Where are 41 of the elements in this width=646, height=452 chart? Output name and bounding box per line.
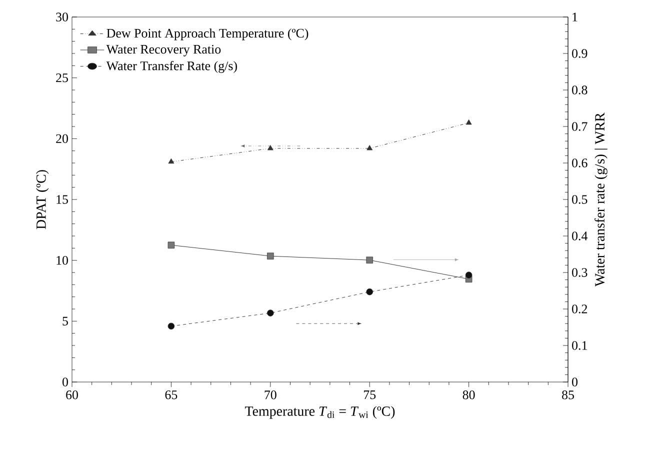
y2-tick-label: 0 (572, 378, 578, 386)
legend-label: Water Recovery Ratio (106, 44, 221, 56)
y2-tick-label: 0.5 (572, 195, 588, 204)
y-tick-label: 0 (62, 378, 68, 386)
y-tick-label: 25 (56, 73, 68, 82)
x-tick-label: 65 (165, 390, 178, 400)
y-tick-label: 15 (56, 195, 68, 204)
point (168, 322, 175, 330)
point (168, 242, 175, 249)
point (267, 252, 274, 260)
y2-tick-label: 0.4 (572, 232, 588, 240)
x-tick-label: 70 (264, 390, 276, 400)
y2-tick-label: 0.6 (572, 158, 588, 168)
y-axis-title: DPAT (ºC) (36, 170, 49, 230)
y2-tick-label: 1 (572, 12, 578, 22)
point (366, 145, 373, 150)
point (267, 145, 274, 150)
x-tick-label: 85 (562, 390, 574, 400)
point (366, 256, 373, 264)
legend-label: Dew Point Approach Temperature (ºC) (106, 28, 308, 40)
y2-tick-label: 0.7 (572, 122, 588, 131)
y-tick-label: 30 (56, 12, 68, 22)
y2-tick-label: 0.1 (572, 341, 587, 350)
point (267, 310, 274, 316)
point (465, 272, 472, 278)
y2-tick-label: 0.9 (572, 49, 588, 58)
y2-tick-label: 0.8 (572, 86, 588, 94)
y-tick-label: 20 (56, 134, 68, 144)
legend-label: Water Transfer Rate (g/s) (106, 60, 237, 73)
y2-axis-title: Water transfer rate (g/s) | WRR (594, 112, 608, 286)
x-tick-label: 75 (364, 390, 376, 400)
point (466, 119, 472, 125)
x-tick-label: 60 (66, 390, 78, 400)
y-tick-label: 5 (62, 316, 68, 326)
y2-tick-label: 0.2 (572, 304, 588, 314)
point (168, 158, 174, 164)
y-tick-label: 10 (56, 256, 68, 265)
y2-tick-label: 0.3 (572, 268, 588, 277)
x-tick-label: 80 (462, 390, 475, 400)
point (366, 288, 373, 296)
x-axis-title: Temperature T$_{di}$ = T$_{wi}$ (ºC) (244, 406, 395, 419)
